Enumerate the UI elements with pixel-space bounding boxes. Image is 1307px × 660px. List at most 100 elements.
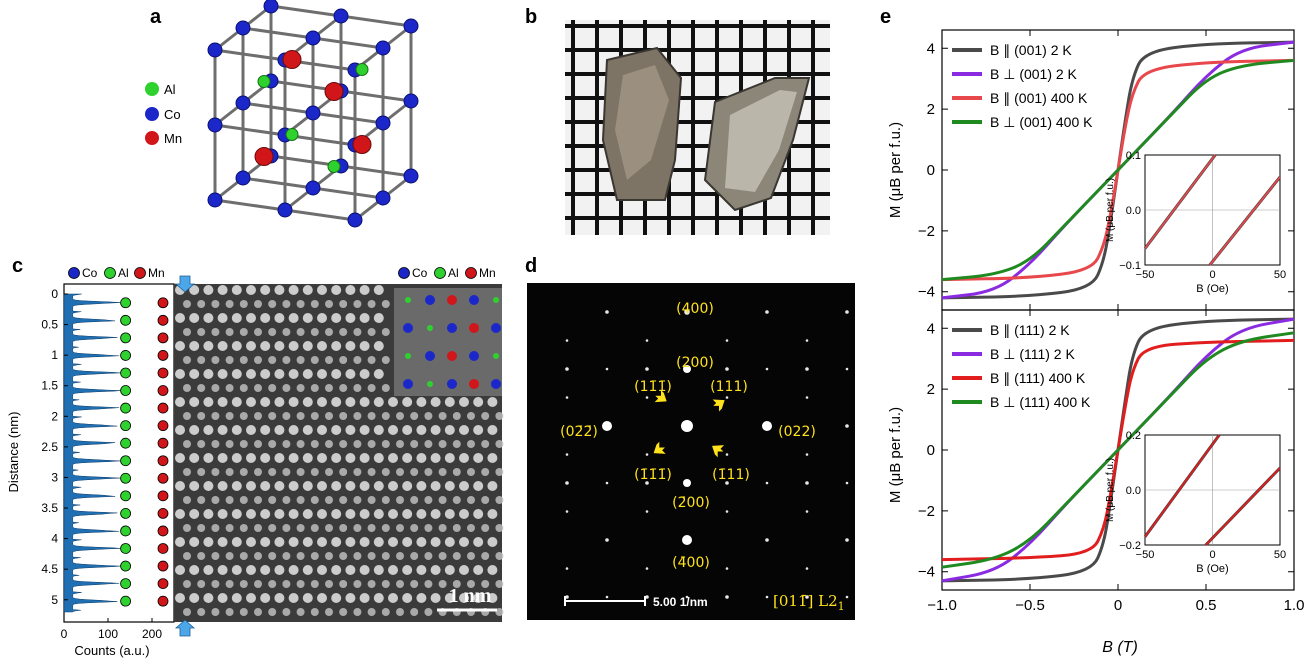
spot-label-022: (022): [778, 424, 816, 440]
stem-atom-column: [197, 300, 206, 308]
crystal-structure-diagram: Al Co Mn: [145, 0, 419, 228]
stem-atom-column: [282, 608, 291, 616]
co-atom: [235, 20, 251, 36]
stem-atom-column: [225, 496, 234, 504]
profile-y-tick-label: 3: [51, 470, 58, 484]
diffraction-scale-label: 5.00 1/nm: [653, 595, 708, 609]
spot-label-111: (111): [710, 379, 748, 395]
profile-mn-marker: [157, 472, 169, 484]
stem-atom-column: [353, 580, 362, 588]
stem-atom-column: [359, 425, 370, 435]
stem-atom-column: [367, 412, 376, 420]
stem-atom-column: [402, 425, 413, 435]
stem-atom-column: [239, 524, 248, 532]
stem-atom-column: [231, 341, 242, 351]
stem-atom-column: [225, 524, 234, 532]
stem-atom-column: [402, 537, 413, 547]
inset-atom: [491, 379, 501, 389]
diffraction-spot: [805, 453, 809, 456]
stem-atom-column: [381, 552, 390, 560]
stem-atom-column: [416, 397, 427, 407]
stem-atom-column: [282, 496, 291, 504]
spot-label-200: (200): [676, 355, 714, 371]
stem-atom-column: [331, 537, 342, 547]
stem-atom-column: [402, 397, 413, 407]
stem-atom-column: [430, 425, 441, 435]
stem-atom-column: [388, 453, 398, 463]
profile-mn-marker: [157, 367, 169, 379]
panel-label-d: d: [525, 255, 538, 277]
stem-atom-column: [381, 300, 390, 308]
stem-atom-column: [268, 524, 277, 532]
stem-atom-column: [452, 440, 461, 448]
inset-atom: [425, 351, 435, 361]
chart-e-y-tick-label: −4: [918, 284, 935, 301]
stem-atom-column: [452, 524, 461, 532]
stem-atom-column: [402, 453, 413, 463]
inset-atom: [447, 351, 457, 361]
stem-atom-column: [345, 537, 356, 547]
legend-entry: B ∥ (111) 2 K: [990, 322, 1070, 338]
stem-atom-column: [225, 440, 234, 448]
stem-atom-column: [260, 537, 271, 547]
spot-label-1m11: (1̄11): [712, 467, 750, 483]
spot-label-11m1m: (11̄1̄): [634, 379, 672, 395]
diffraction-spot: [645, 481, 649, 485]
stem-atom-column: [495, 496, 504, 504]
stem-atom-column: [282, 524, 291, 532]
stem-atom-column: [325, 524, 333, 532]
stem-atom-column: [317, 285, 327, 295]
diffraction-spot: [805, 367, 809, 371]
stem-atom-column: [339, 328, 348, 336]
stem-atom-column: [175, 453, 185, 463]
stem-atom-column: [183, 412, 191, 420]
stem-atom-column: [373, 341, 384, 351]
diffraction-spot: [805, 396, 809, 399]
co-atom: [347, 212, 363, 228]
stem-atom-column: [183, 552, 191, 560]
stem-atom-column: [260, 565, 271, 575]
inset-y-label: M (μB per f.u.): [1105, 458, 1116, 522]
stem-atom-column: [402, 509, 413, 519]
inset-atom: [469, 379, 479, 389]
co-atom: [207, 42, 223, 58]
al-atom: [257, 75, 271, 88]
stem-atom-column: [331, 453, 342, 463]
stem-atom-column: [487, 565, 498, 575]
stem-atom-column: [416, 565, 427, 575]
stem-atom-column: [345, 565, 356, 575]
stem-atom-column: [317, 313, 327, 323]
chart-e-y-tick-label: 2: [927, 101, 935, 118]
stem-atom-column: [246, 453, 256, 463]
stem-atom-column: [296, 552, 305, 560]
stem-atom-column: [282, 412, 291, 420]
stem-atom-column: [296, 440, 305, 448]
stem-atom-column: [381, 440, 390, 448]
co-atom: [277, 202, 293, 218]
series-line: [941, 58, 1295, 282]
diffraction-spot: [845, 310, 849, 314]
stem-atom-column: [402, 593, 413, 603]
stem-atom-column: [310, 496, 319, 504]
stem-atom-column: [353, 384, 362, 392]
inset-x-label: B (Oe): [1196, 563, 1228, 575]
chart-e-bottom-ylabel: M (μB per f.u.): [887, 407, 904, 503]
diffraction-spot: [605, 367, 609, 371]
stem-atom-column: [288, 453, 299, 463]
stem-atom-column: [367, 356, 376, 364]
profile-al-marker: [120, 402, 131, 414]
diffraction-spot: [765, 481, 769, 485]
stem-atom-column: [487, 537, 498, 547]
stem-atom-column: [197, 412, 206, 420]
central-beam-spot: [681, 420, 693, 432]
stem-atom-column: [495, 608, 504, 616]
profile-y-tick-label: 1.5: [41, 379, 58, 393]
stem-atom-column: [254, 580, 262, 588]
stem-atom-column: [175, 425, 185, 435]
profile-x-ticks: 0 100 200: [61, 618, 162, 641]
stem-atom-column: [367, 496, 376, 504]
stem-atom-column: [353, 300, 362, 308]
profile-al-marker: [120, 595, 131, 607]
stem-atom-column: [388, 537, 398, 547]
stem-atom-column: [260, 341, 271, 351]
